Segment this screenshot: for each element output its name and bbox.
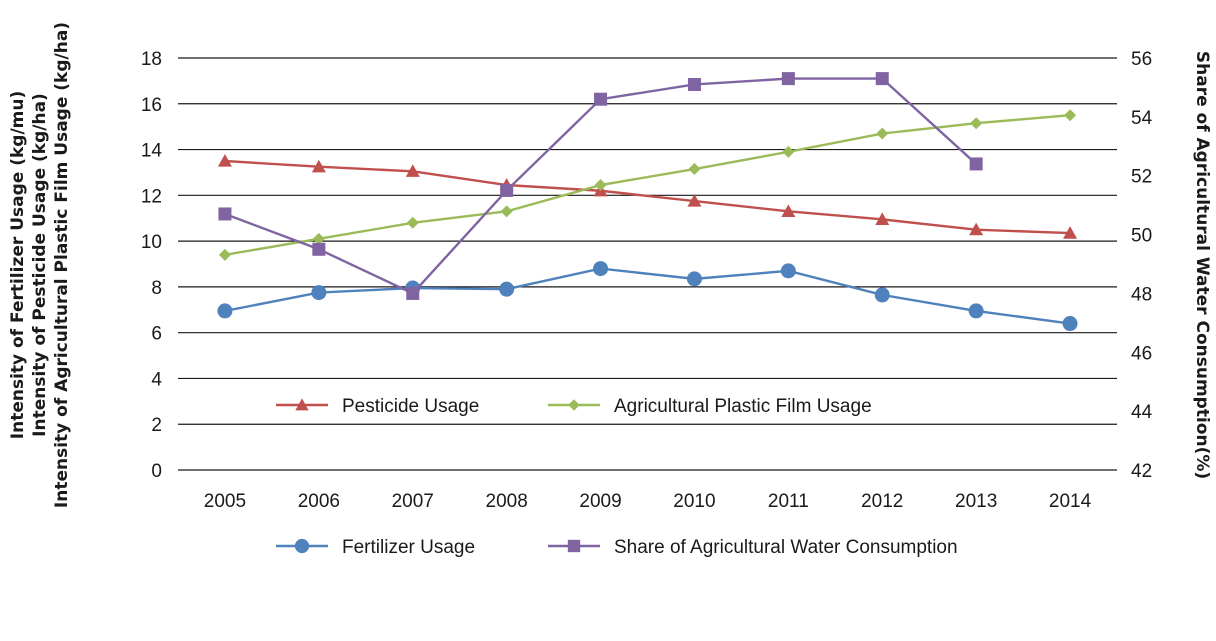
left-axis-title-3: Intensity of Agricultural Plastic Film U… [52,22,72,508]
circle-marker [874,287,890,303]
diamond-marker [688,163,701,176]
triangle-marker [217,154,232,167]
diamond-marker [406,216,419,229]
triangle-marker [295,398,309,411]
left-axis-title-1: Intensity of Fertilizer Usage (kg/mu) [8,91,28,439]
left-tick-label: 10 [141,232,162,253]
series-layer [217,72,1078,332]
legend-label: Agricultural Plastic Film Usage [614,396,872,417]
series-line [224,114,1071,257]
square-marker [312,242,326,256]
square-marker [969,157,983,171]
x-tick-label: 2009 [579,491,621,512]
x-tick-label: 2012 [861,491,903,512]
legend-item: Fertilizer Usage [276,537,475,558]
series-share-of-agricultural-water-consumption [218,72,983,300]
diamond-marker [782,145,795,158]
square-marker [406,286,420,300]
right-tick-label: 50 [1131,226,1152,247]
circle-marker [311,285,327,301]
x-axis-ticks: 2005 2006 2007 2008 2009 2010 2011 2012 2013 2014 [204,491,1092,512]
right-axis-title: Share of Agricultural Water Consumption(… [1192,51,1212,479]
legend-label: Share of Agricultural Water Consumption [614,537,958,558]
left-tick-label: 0 [151,461,162,482]
square-marker [218,207,232,221]
legend-label: Fertilizer Usage [342,537,475,558]
diamond-marker [568,399,580,411]
circle-marker [1062,316,1078,332]
x-tick-label: 2013 [955,491,997,512]
triangle-marker [1063,226,1078,239]
triangle-marker [969,222,984,236]
right-tick-label: 56 [1131,49,1152,70]
legend-item: Agricultural Plastic Film Usage [548,396,872,417]
x-tick-label: 2014 [1049,491,1092,512]
right-tick-label: 46 [1131,343,1152,364]
series-line [224,159,1071,235]
left-tick-label: 2 [151,415,162,436]
diamond-marker [500,205,513,218]
right-tick-label: 44 [1131,402,1153,423]
square-marker [594,92,608,106]
series-line [224,267,1071,325]
circle-marker [686,271,702,287]
circle-marker [780,263,796,279]
triangle-marker [687,194,702,207]
circle-marker [593,261,609,277]
left-tick-label: 18 [141,49,162,70]
gridlines [178,57,1117,471]
x-tick-label: 2006 [298,491,340,512]
square-marker [781,72,795,86]
circle-marker [294,538,310,554]
square-marker [875,72,889,86]
legend: Pesticide Usage Agricultural Plastic Film… [276,396,958,558]
triangle-marker [311,159,326,173]
right-axis-ticks: 42 44 46 48 50 52 54 56 [1131,49,1153,482]
right-tick-label: 54 [1131,108,1153,129]
legend-label: Pesticide Usage [342,396,479,417]
diamond-marker [1064,109,1077,122]
x-tick-label: 2011 [768,491,809,512]
circle-marker [968,303,984,319]
triangle-marker [875,212,890,225]
left-tick-label: 4 [151,369,162,390]
diamond-marker [970,117,983,130]
left-tick-label: 14 [141,141,163,162]
square-marker [687,77,701,91]
triangle-marker [781,204,796,217]
x-tick-label: 2007 [392,491,434,512]
series-fertilizer-usage [217,261,1078,332]
x-tick-label: 2005 [204,491,246,512]
x-tick-label: 2010 [673,491,715,512]
right-tick-label: 42 [1131,461,1152,482]
left-tick-label: 12 [141,186,162,207]
square-marker [500,183,514,197]
square-marker [567,539,581,553]
triangle-marker [405,164,420,177]
left-tick-label: 8 [151,278,162,299]
legend-item: Pesticide Usage [276,396,479,417]
diamond-marker [876,127,889,140]
left-axis-titles: Intensity of Fertilizer Usage (kg/mu) In… [8,22,72,508]
diamond-marker [594,179,607,192]
series-pesticide-usage [217,154,1078,239]
diamond-marker [218,248,231,261]
left-tick-label: 6 [151,324,162,345]
diamond-marker [312,232,325,245]
legend-item: Share of Agricultural Water Consumption [548,537,958,558]
right-tick-label: 52 [1131,167,1152,188]
circle-marker [499,281,515,297]
left-axis-ticks: 0 2 4 6 8 10 12 14 16 18 [141,49,163,482]
circle-marker [217,303,233,319]
series-agricultural-plastic-film-usage [218,109,1077,261]
left-axis-title-2: Intensity of Pesticide Usage (kg/ha) [30,93,50,437]
x-tick-label: 2008 [486,491,528,512]
right-tick-label: 48 [1131,284,1152,305]
left-tick-label: 16 [141,95,162,116]
